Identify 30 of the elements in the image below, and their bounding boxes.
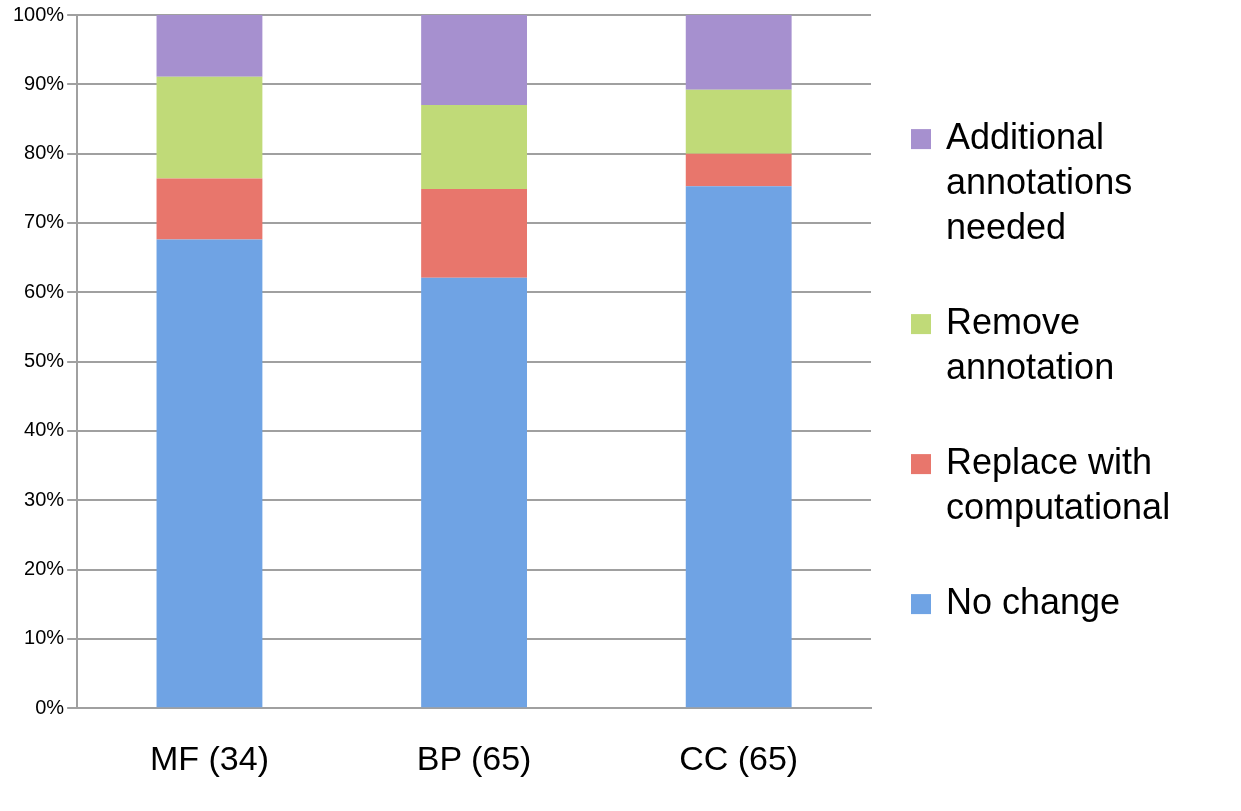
bar [421,277,527,708]
x-tick-label: MF (34) [149,738,269,777]
legend-label: Remove annotation [946,301,1115,388]
x-tick-label: CC (65) [679,738,799,777]
y-tick-label: 90% [24,71,65,94]
y-tick-label: 70% [24,210,65,233]
bar [156,76,263,179]
legend-label: Replace with computational [946,441,1171,528]
bar [685,153,792,187]
bar [421,15,527,106]
y-tick-label: 40% [24,418,65,441]
bar [421,188,527,278]
bar [156,15,263,77]
x-tick-label: BP (65) [416,738,532,777]
bar [685,89,792,154]
bar [685,15,792,90]
y-tick-label: 100% [13,2,65,25]
y-tick-label: 0% [35,695,65,718]
y-tick-label: 20% [24,557,65,580]
legend-label: No change [946,581,1121,623]
bar [421,105,527,189]
y-tick-label: 10% [24,626,65,649]
y-tick-label: 50% [24,349,65,372]
bar [156,239,263,708]
legend-label: Additional annotations needed [946,116,1133,248]
y-tick-label: 80% [24,141,65,164]
bar [685,186,792,708]
y-tick-label: 30% [24,487,65,510]
bar [156,178,263,240]
y-tick-label: 60% [24,279,65,302]
